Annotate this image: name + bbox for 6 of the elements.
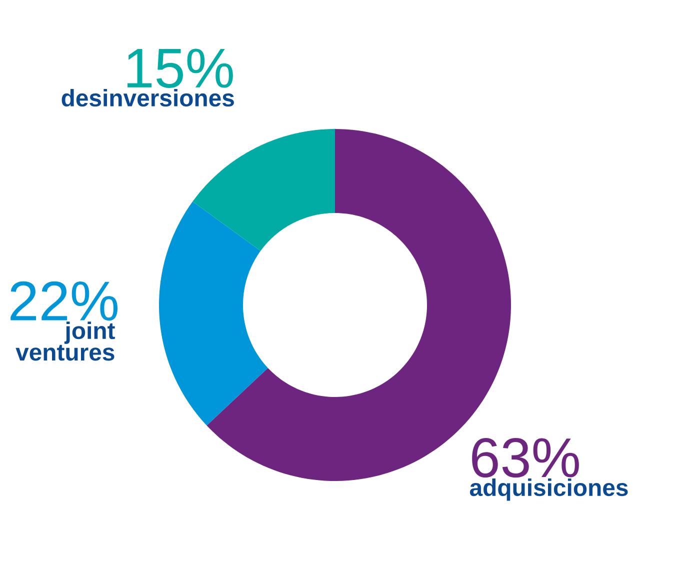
data-label: 63% [472,438,579,478]
data-label: 15% [128,48,233,88]
slice-label: adquisiciones [470,478,628,501]
slice-label: desinversiones [62,88,234,107]
data-label: 22% [10,281,118,321]
slice-label: joint ventures [16,322,115,361]
